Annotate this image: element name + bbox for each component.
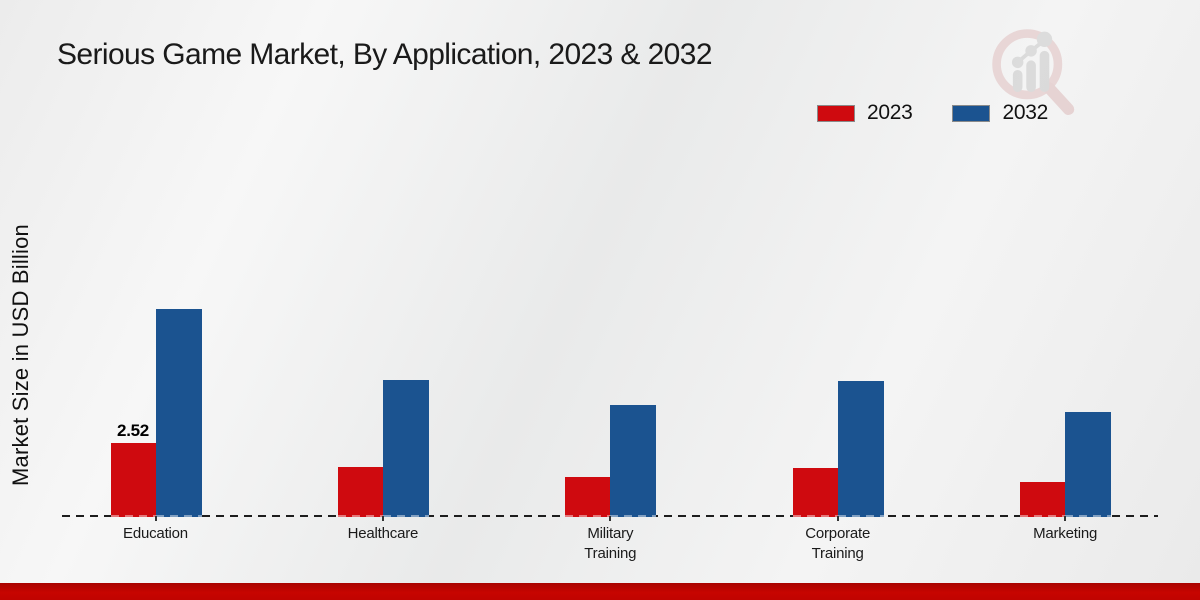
baseline-overlay — [1065, 515, 1112, 517]
baseline-overlay — [382, 515, 429, 517]
category-label-education: Education — [123, 525, 188, 542]
legend-label-2023: 2023 — [866, 101, 913, 124]
baseline-overlay — [565, 515, 611, 517]
bar-2032-healthcare — [382, 380, 429, 517]
bar-value-label-2023-education: 2.52 — [117, 421, 149, 440]
legend-item-2032: 2032 — [952, 101, 1048, 125]
magnifier-handle-icon — [1043, 82, 1075, 116]
x-axis-tick-marketing — [1064, 516, 1067, 521]
footer-bar — [0, 583, 1200, 600]
logo-bar-small — [1012, 70, 1023, 93]
y-axis-label: Market Size in USD Billion — [8, 224, 33, 486]
magnifier-bar-chart-logo — [985, 24, 1081, 116]
x-axis-tick-corporate-training — [836, 516, 839, 521]
bar-2023-education — [110, 443, 156, 517]
logo-trend-dot — [1011, 56, 1024, 69]
baseline-overlay — [1020, 515, 1066, 517]
bar-2032-education — [155, 309, 202, 517]
logo-trend-dot — [1025, 45, 1037, 57]
logo-trend-dot — [1036, 31, 1053, 47]
bar-2023-marketing — [1020, 482, 1066, 517]
baseline-overlay — [837, 515, 884, 517]
baseline-overlay — [792, 515, 838, 517]
logo-bar-large — [1039, 50, 1050, 93]
bar-2032-corporate-training — [837, 381, 884, 517]
baseline-overlay — [610, 515, 657, 517]
x-axis-tick-healthcare — [381, 516, 384, 521]
bar-2032-marketing — [1065, 412, 1112, 517]
x-axis-tick-military-training — [609, 516, 612, 521]
legend: 2023 2032 — [816, 101, 1048, 125]
legend-label-2032: 2032 — [1002, 101, 1048, 124]
legend-swatch-2032 — [952, 104, 991, 122]
category-label-military-training: Military Training — [584, 525, 637, 562]
x-axis-tick-education — [154, 516, 157, 521]
legend-swatch-2023 — [816, 104, 855, 122]
bar-2023-healthcare — [337, 467, 383, 517]
logo-bar-medium — [1026, 60, 1036, 93]
category-label-corporate-training: Corporate Training — [805, 525, 871, 562]
bar-2032-military-training — [610, 405, 657, 517]
bar-2023-corporate-training — [792, 468, 838, 517]
category-label-healthcare: Healthcare — [347, 525, 419, 542]
chart-title: Serious Game Market, By Application, 202… — [57, 38, 713, 71]
baseline-overlay — [110, 515, 156, 517]
legend-item-2023: 2023 — [816, 101, 913, 125]
baseline-overlay — [337, 515, 383, 517]
bar-2023-military-training — [565, 477, 611, 517]
baseline-overlay — [155, 515, 202, 517]
category-label-marketing: Marketing — [1033, 525, 1098, 542]
magnifier-ring-icon — [992, 29, 1063, 100]
